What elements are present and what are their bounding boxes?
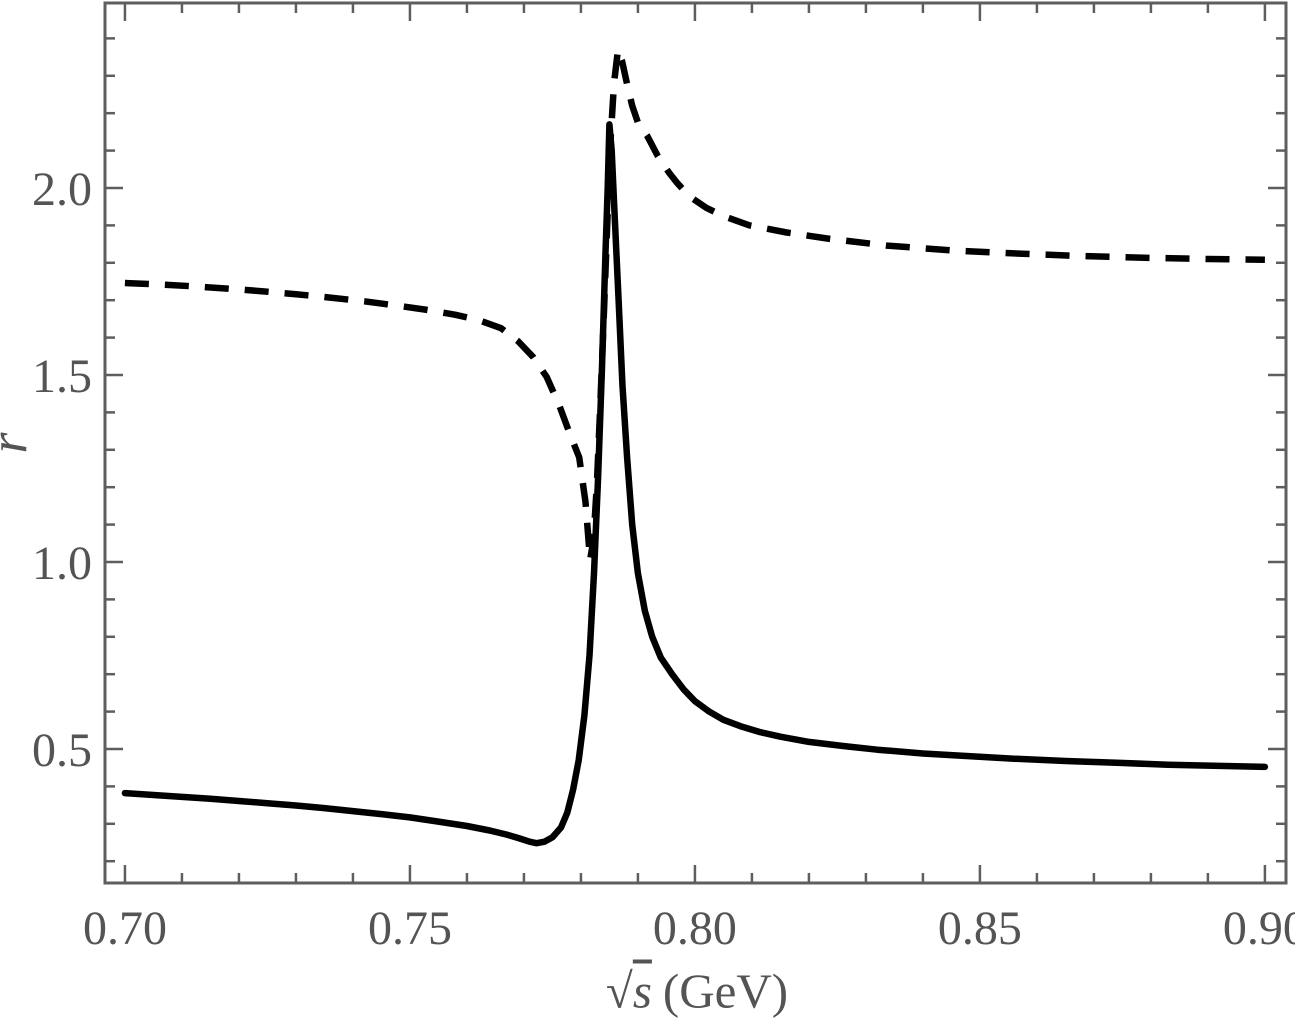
solid-curve (121, 121, 1269, 847)
x-tick-label: 0.90 (1223, 902, 1295, 955)
y-tick-label: 1.5 (32, 350, 92, 403)
sqrt-argument: s (632, 963, 652, 1019)
x-tick-label: 0.70 (83, 902, 167, 955)
y-axis-label: r (0, 432, 38, 453)
x-tick-label: 0.85 (938, 902, 1022, 955)
sqrt-radical-symbol: √ (605, 963, 633, 1019)
y-tick-label: 2.0 (32, 163, 92, 216)
x-tick-label: 0.80 (653, 902, 737, 955)
dashed-curve (124, 46, 1265, 564)
y-tick-label: 0.5 (32, 724, 92, 777)
y-tick-label: 1.0 (32, 537, 92, 590)
plot-frame (103, 1, 1288, 885)
x-axis-unit: (GeV) (662, 963, 789, 1019)
x-tick-label: 0.75 (368, 902, 452, 955)
x-axis-label: √s (GeV) (606, 967, 788, 1016)
